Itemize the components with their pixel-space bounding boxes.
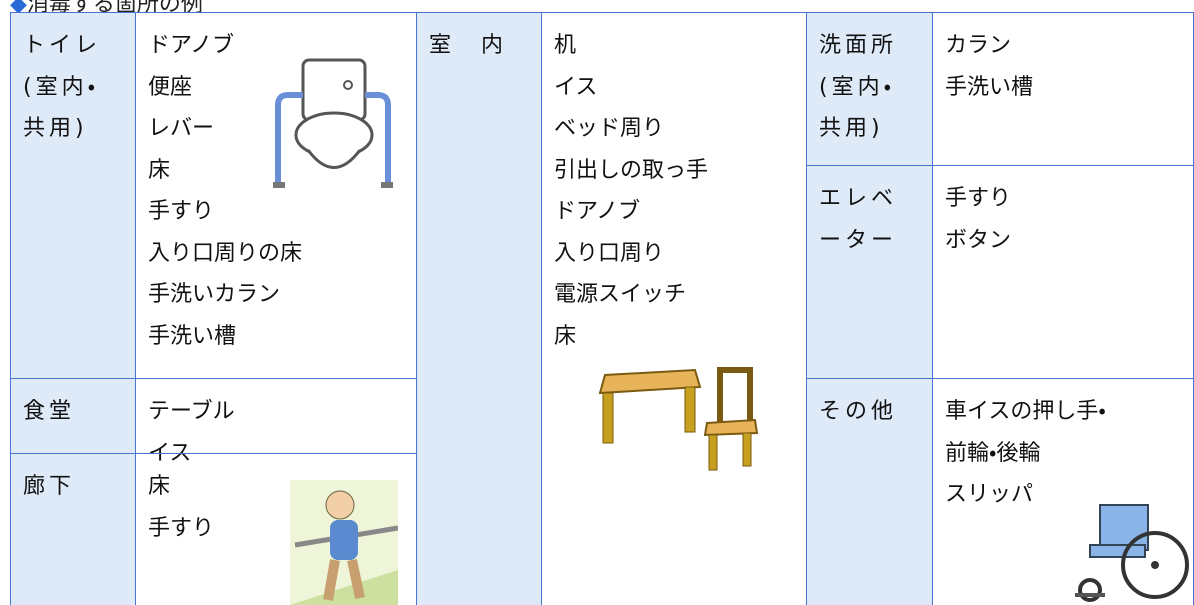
item: レバー [148, 116, 215, 141]
item: 床 [554, 323, 577, 349]
label: その他 [819, 399, 898, 424]
item: 手すり [148, 199, 215, 224]
item: イス [554, 74, 598, 100]
item: 手洗いカラン [148, 282, 281, 307]
label-cell: エレベ ーター [806, 165, 933, 379]
item: 手洗い槽 [945, 74, 1034, 100]
toilet-illustration [273, 58, 393, 188]
item: ドアノブ [148, 33, 235, 58]
label: 室 内 [429, 33, 508, 58]
item: ベッド周り [554, 116, 665, 141]
item: 手すり [148, 515, 215, 541]
person-illustration [290, 480, 398, 605]
item: 床 [148, 474, 171, 499]
item: 前輪・後輪 [945, 440, 1041, 466]
items-cell: テーブル イス [135, 378, 417, 466]
item: 床 [148, 157, 171, 183]
items-cell: 車イスの押し手・ 前輪・後輪スリッパ [932, 378, 1194, 605]
label: 共用) [819, 116, 884, 141]
label: 洗面所 [819, 33, 898, 58]
label-cell: トイレ (室内・共用) [10, 12, 136, 379]
item: 入り口周りの床 [148, 240, 303, 266]
wheelchair-illustration [1075, 504, 1189, 602]
item: カラン [945, 33, 1012, 58]
item: ボタン [945, 227, 1012, 253]
label-cell: 廊下 [10, 453, 136, 605]
desk-chair-illustration [598, 367, 759, 471]
item: 電源スイッチ [554, 282, 687, 307]
item: 手すり [945, 186, 1012, 211]
label: エレベ [819, 186, 898, 211]
item: 便座 [148, 74, 193, 100]
label: (室内・ [819, 74, 896, 100]
label: トイレ [23, 33, 102, 58]
label: ーター [819, 227, 898, 253]
item: 車イスの押し手・ [945, 399, 1106, 424]
item: 入り口周り [554, 240, 665, 266]
item: テーブル [148, 399, 235, 424]
label-cell: 洗面所 (室内・共用) [806, 12, 933, 166]
label-cell: その他 [806, 378, 933, 605]
label: (室内・ [23, 74, 100, 100]
label: 廊下 [23, 474, 76, 499]
item: スリッパ [945, 482, 1034, 507]
item: 引出しの取っ手 [554, 157, 709, 183]
label: 共用) [23, 116, 88, 141]
label: 食堂 [23, 399, 76, 424]
item: 机 [554, 33, 577, 58]
label-cell: 室 内 [416, 12, 542, 605]
label-cell: 食堂 [10, 378, 136, 454]
item: 手洗い槽 [148, 323, 237, 349]
item: ドアノブ [554, 199, 641, 224]
items-cell: 手すり ボタン [932, 165, 1194, 379]
items-cell: 机イスベッド周り引出しの取っ手 ドアノブ入り口周り電源スイッチ床 [541, 12, 807, 605]
items-cell: 床手すり [135, 453, 417, 605]
items-cell: カラン 手洗い槽 [932, 12, 1194, 166]
